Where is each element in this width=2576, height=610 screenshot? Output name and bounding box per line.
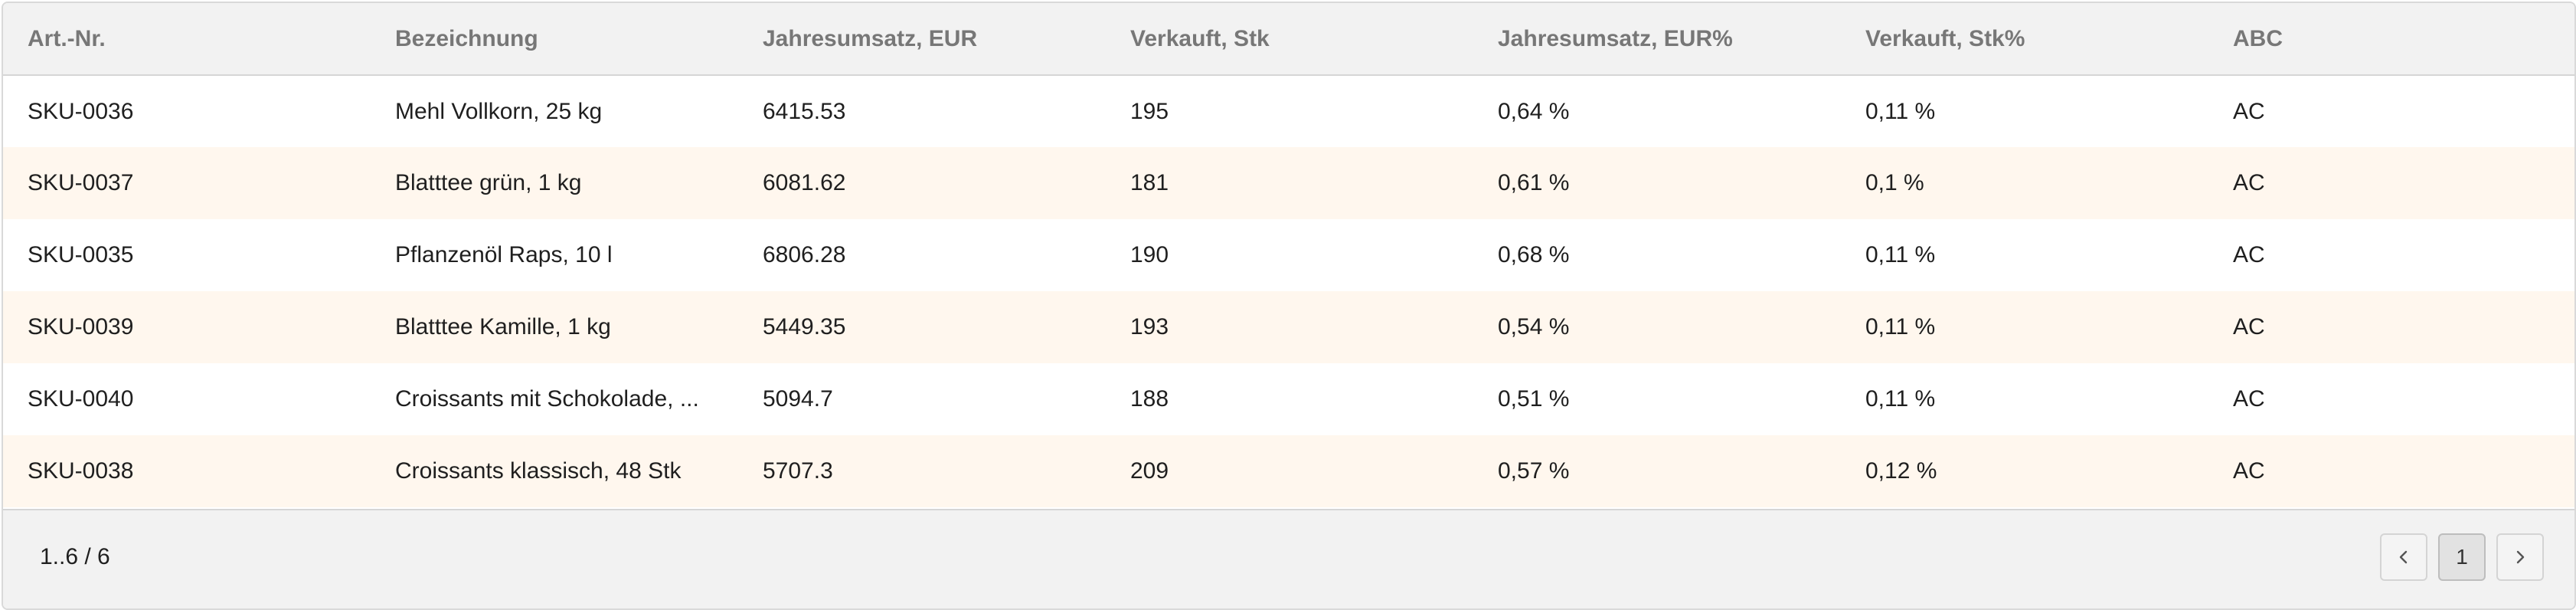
cell-jahresumsatz: 5094.7 <box>763 386 833 412</box>
cell-bezeichnung: Croissants mit Schokolade, ... <box>395 386 699 412</box>
cell-jahresumsatz-pct: 0,54 % <box>1498 314 1570 339</box>
cell-verkauft-pct: 0,11 % <box>1865 98 1936 124</box>
cell-verkauft: 193 <box>1130 314 1169 339</box>
cell-bezeichnung: Blatttee Kamille, 1 kg <box>395 314 611 339</box>
cell-verkauft-pct: 0,12 % <box>1865 458 1937 484</box>
cell-jahresumsatz: 6081.62 <box>763 170 846 195</box>
cell-jahresumsatz-pct: 0,68 % <box>1498 242 1570 267</box>
cell-jahresumsatz-pct: 0,61 % <box>1498 170 1570 195</box>
cell-verkauft: 188 <box>1130 386 1169 412</box>
next-page-button[interactable] <box>2496 533 2544 581</box>
column-header-art-nr[interactable]: Art.-Nr. <box>28 25 106 51</box>
table-row[interactable]: SKU-0040 Croissants mit Schokolade, ... … <box>3 363 2574 435</box>
cell-jahresumsatz: 6415.53 <box>763 98 846 124</box>
table-row[interactable]: SKU-0037 Blatttee grün, 1 kg 6081.62 181… <box>3 147 2574 219</box>
cell-verkauft-pct: 0,11 % <box>1865 386 1936 412</box>
cell-art-nr: SKU-0035 <box>28 242 134 267</box>
cell-jahresumsatz: 5449.35 <box>763 314 846 339</box>
column-header-verkauft-pct[interactable]: Verkauft, Stk% <box>1865 25 2025 51</box>
cell-art-nr: SKU-0037 <box>28 170 134 195</box>
cell-abc: AC <box>2233 98 2265 124</box>
cell-art-nr: SKU-0040 <box>28 386 134 412</box>
cell-jahresumsatz: 5707.3 <box>763 458 833 484</box>
cell-jahresumsatz-pct: 0,51 % <box>1498 386 1570 412</box>
cell-abc: AC <box>2233 314 2265 339</box>
cell-jahresumsatz-pct: 0,57 % <box>1498 458 1570 484</box>
cell-jahresumsatz-pct: 0,64 % <box>1498 98 1570 124</box>
cell-verkauft-pct: 0,1 % <box>1865 170 1924 195</box>
cell-verkauft-pct: 0,11 % <box>1865 242 1936 267</box>
cell-abc: AC <box>2233 458 2265 484</box>
cell-verkauft-pct: 0,11 % <box>1865 314 1936 339</box>
table-row[interactable]: SKU-0039 Blatttee Kamille, 1 kg 5449.35 … <box>3 291 2574 363</box>
chevron-right-icon <box>2512 549 2528 565</box>
cell-bezeichnung: Blatttee grün, 1 kg <box>395 170 582 195</box>
cell-abc: AC <box>2233 386 2265 412</box>
cell-bezeichnung: Pflanzenöl Raps, 10 l <box>395 242 613 267</box>
cell-art-nr: SKU-0039 <box>28 314 134 339</box>
chevron-left-icon <box>2396 549 2411 565</box>
column-header-abc[interactable]: ABC <box>2233 25 2283 51</box>
pagination-range-label: 1..6 / 6 <box>40 544 110 569</box>
cell-verkauft: 181 <box>1130 170 1169 195</box>
column-header-bezeichnung[interactable]: Bezeichnung <box>395 25 538 51</box>
cell-bezeichnung: Mehl Vollkorn, 25 kg <box>395 98 603 124</box>
column-header-jahresumsatz-pct[interactable]: Jahresumsatz, EUR% <box>1498 25 1733 51</box>
table-row[interactable]: SKU-0038 Croissants klassisch, 48 Stk 57… <box>3 435 2574 507</box>
pagination: 1 <box>2380 533 2544 581</box>
cell-art-nr: SKU-0036 <box>28 98 134 124</box>
cell-jahresumsatz: 6806.28 <box>763 242 846 267</box>
cell-verkauft: 190 <box>1130 242 1169 267</box>
cell-abc: AC <box>2233 170 2265 195</box>
column-header-verkauft[interactable]: Verkauft, Stk <box>1130 25 1270 51</box>
cell-verkauft: 195 <box>1130 98 1169 124</box>
cell-bezeichnung: Croissants klassisch, 48 Stk <box>395 458 682 484</box>
table-row[interactable]: SKU-0035 Pflanzenöl Raps, 10 l 6806.28 1… <box>3 219 2574 291</box>
table-row[interactable]: SKU-0036 Mehl Vollkorn, 25 kg 6415.53 19… <box>3 75 2574 147</box>
cell-art-nr: SKU-0038 <box>28 458 134 484</box>
page-button-current[interactable]: 1 <box>2438 533 2486 581</box>
table-body: SKU-0036 Mehl Vollkorn, 25 kg 6415.53 19… <box>3 75 2574 507</box>
table-header: Art.-Nr. Bezeichnung Jahresumsatz, EUR V… <box>3 3 2574 75</box>
cell-verkauft: 209 <box>1130 458 1169 484</box>
table-footer: 1..6 / 6 1 <box>3 509 2574 608</box>
column-header-jahresumsatz[interactable]: Jahresumsatz, EUR <box>763 25 978 51</box>
cell-abc: AC <box>2233 242 2265 267</box>
prev-page-button[interactable] <box>2380 533 2427 581</box>
